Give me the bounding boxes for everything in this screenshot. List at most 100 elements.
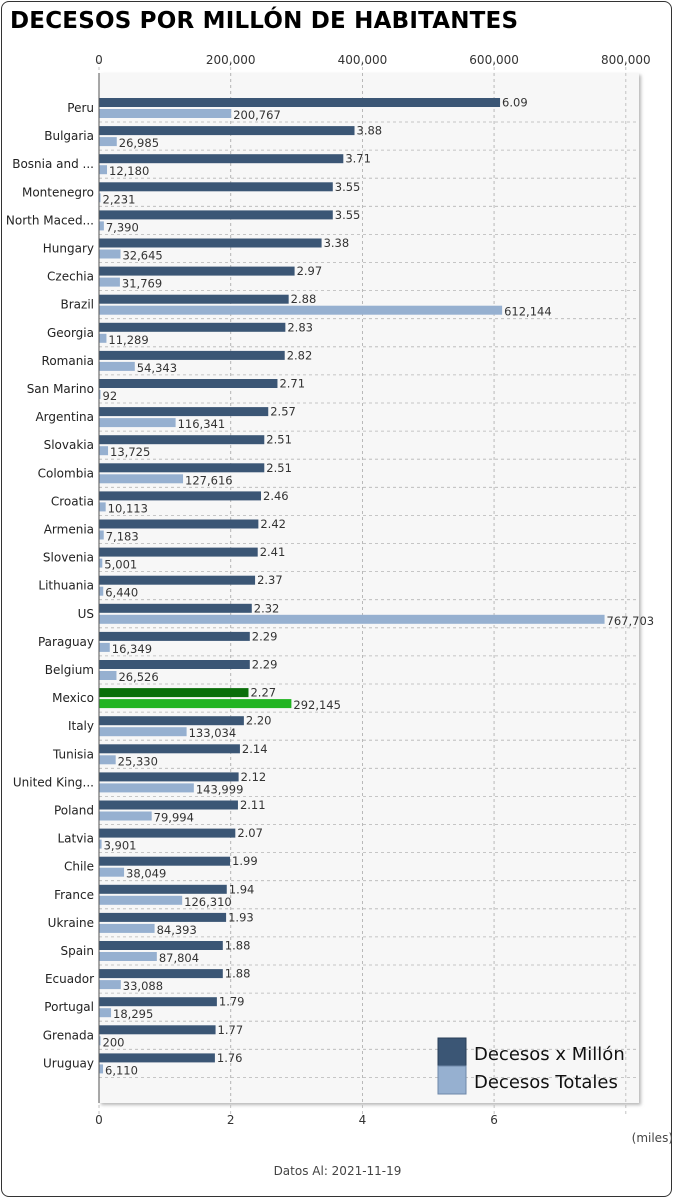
data-label-total: 87,804: [159, 951, 199, 965]
data-label-total: 6,110: [105, 1063, 138, 1077]
bar-per-million: [99, 407, 269, 417]
top-axis-tick-label: 0: [95, 53, 103, 67]
data-label-per-million: 2.37: [257, 573, 283, 587]
data-label-per-million: 1.88: [225, 967, 251, 981]
data-label-per-million: 3.88: [357, 124, 383, 138]
data-label-total: 143,999: [196, 782, 244, 796]
data-label-per-million: 2.71: [279, 377, 305, 391]
bar-total: [99, 783, 194, 793]
bottom-axis-tick-label: 2: [227, 1113, 235, 1127]
data-label-per-million: 1.93: [228, 910, 254, 924]
data-label-per-million: 1.79: [219, 995, 245, 1009]
bar-total: [99, 165, 108, 175]
bar-per-million: [99, 688, 249, 698]
data-label-per-million: 1.77: [218, 1023, 244, 1037]
bar-total: [99, 193, 101, 203]
data-label-per-million: 3.55: [335, 180, 361, 194]
category-label: Italy: [68, 719, 94, 733]
data-label-total: 25,330: [118, 754, 158, 768]
data-label-per-million: 1.76: [217, 1051, 243, 1065]
bar-per-million: [99, 379, 278, 388]
data-label-total: 92: [103, 389, 118, 403]
bottom-axis-tick-label: 0: [95, 1113, 103, 1127]
legend-label-total: Decesos Totales: [474, 1072, 618, 1093]
bar-per-million: [99, 182, 333, 192]
category-label: Chile: [64, 860, 94, 874]
axes-group: Peru Bulgaria Bosnia and ... Montenegro Nort…: [6, 53, 651, 1127]
bar-total: [99, 530, 104, 540]
bar-per-million: [99, 772, 239, 782]
bar-total: [99, 980, 121, 990]
data-label-per-million: 2.32: [254, 601, 280, 615]
data-label-per-million: 2.27: [250, 686, 276, 700]
data-label-per-million: 3.71: [345, 152, 371, 166]
category-label: Peru: [67, 101, 94, 115]
data-label-total: 16,349: [112, 642, 152, 656]
data-label-per-million: 2.51: [266, 461, 292, 475]
bar-total: [99, 867, 125, 877]
bar-per-million: [99, 800, 238, 810]
bar-per-million: [99, 98, 501, 107]
bar-per-million: [99, 266, 295, 276]
data-label-per-million: 2.11: [240, 798, 266, 812]
data-label-per-million: 2.83: [287, 320, 313, 334]
data-label-per-million: 2.51: [266, 433, 292, 447]
category-label: Uruguay: [43, 1056, 94, 1070]
bar-total: [99, 418, 176, 428]
category-label: Slovenia: [43, 551, 94, 565]
data-label-total: 11,289: [108, 333, 148, 347]
bar-total: [99, 474, 184, 484]
data-label-per-million: 3.38: [324, 236, 350, 250]
category-label: Poland: [54, 804, 94, 818]
bar-per-million: [99, 294, 289, 304]
bar-per-million: [99, 941, 223, 950]
data-label-per-million: 2.20: [246, 714, 272, 728]
legend-swatch-per-million: [437, 1037, 467, 1067]
category-label: France: [54, 888, 94, 902]
bar-per-million: [99, 744, 240, 754]
category-label: Bulgaria: [44, 129, 94, 143]
bar-per-million: [99, 969, 223, 979]
data-label-total: 79,994: [154, 811, 194, 825]
bar-per-million: [99, 1053, 215, 1063]
data-label-per-million: 2.14: [242, 742, 268, 756]
category-label: Slovakia: [44, 438, 94, 452]
data-label-per-million: 1.99: [232, 854, 258, 868]
data-label-total: 2,231: [103, 192, 136, 206]
top-axis-tick-label: 200,000: [206, 53, 256, 67]
data-label-total: 133,034: [189, 726, 237, 740]
category-label: Romania: [42, 354, 94, 368]
top-axis-tick-label: 800,000: [601, 53, 651, 67]
data-label-total: 12,180: [109, 164, 149, 178]
category-label: Colombia: [38, 466, 94, 480]
footer-date: Datos Al: 2021-11-19: [273, 1164, 402, 1178]
bar-total: [99, 1064, 104, 1074]
chart-title: DECESOS POR MILLÓN DE HABITANTES: [10, 8, 519, 34]
bar-per-million: [99, 435, 265, 445]
category-label: Spain: [60, 944, 94, 958]
data-label-total: 33,088: [123, 979, 163, 993]
bar-total: [99, 642, 110, 652]
bar-total: [99, 614, 605, 624]
bar-total: [99, 1036, 101, 1046]
data-label-total: 126,310: [184, 895, 232, 909]
legend: Decesos x Millón Decesos Totales: [437, 1037, 625, 1095]
bar-total: [99, 895, 183, 905]
bar-total: [99, 333, 107, 343]
bar-total: [99, 249, 121, 259]
data-label-per-million: 2.42: [260, 517, 286, 531]
category-label: Brazil: [61, 298, 95, 312]
category-label: Czechia: [47, 270, 94, 284]
data-label-total: 7,390: [106, 220, 139, 234]
bar-total: [99, 923, 155, 933]
data-label-total: 38,049: [126, 867, 166, 881]
bar-per-million: [99, 1025, 216, 1035]
top-axis-tick-label: 600,000: [469, 53, 519, 67]
bar-total: [99, 811, 152, 821]
bar-per-million: [99, 575, 256, 585]
bar-total: [99, 137, 117, 147]
data-label-per-million: 2.07: [237, 826, 263, 840]
data-label-per-million: 6.09: [502, 96, 528, 110]
legend-swatch-total: [437, 1065, 467, 1095]
